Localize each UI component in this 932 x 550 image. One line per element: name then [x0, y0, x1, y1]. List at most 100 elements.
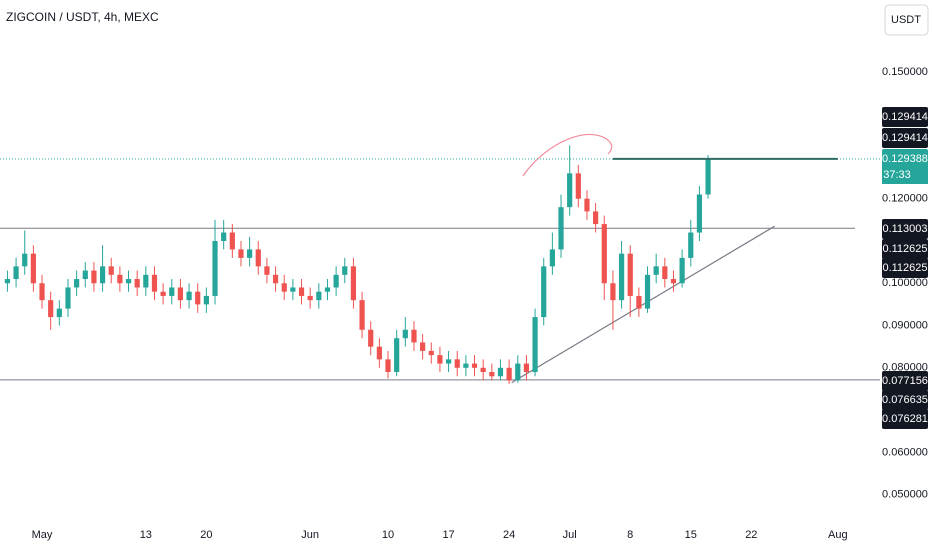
candle-body [394, 338, 400, 373]
x-tick-label: 17 [442, 529, 454, 541]
candle-body [618, 253, 625, 301]
candle-body [636, 295, 642, 309]
price-badge-label: 0.112625 [882, 262, 927, 274]
y-tick-label: 0.060000 [882, 446, 928, 458]
candle-body [428, 350, 434, 356]
candle-body [13, 266, 19, 280]
candle-body [627, 253, 633, 296]
candle-body [653, 266, 659, 275]
candle-body [549, 249, 555, 267]
candle-body [272, 274, 279, 284]
candle-body [437, 355, 443, 364]
x-tick-label: 22 [745, 529, 757, 541]
price-badge [882, 390, 928, 410]
price-badge-label: 0.077156 [882, 375, 928, 387]
candle-body [705, 159, 711, 195]
candle-body [65, 287, 71, 309]
candle-body [221, 232, 227, 241]
price-badge-label: 0.112625 [882, 243, 927, 255]
candle-body [203, 295, 209, 305]
candle-body [696, 194, 703, 233]
y-tick-label: 0.050000 [882, 489, 928, 501]
candle-body [177, 287, 184, 301]
candle-body [22, 253, 28, 267]
candle-body [82, 270, 88, 280]
x-tick-label: 13 [140, 529, 152, 541]
countdown-badge [882, 166, 928, 184]
candle-body [506, 367, 512, 381]
candle-body [411, 329, 417, 343]
candle-body [56, 308, 62, 318]
price-badge-label: 0.076281 [882, 413, 928, 425]
candle-body [558, 207, 564, 250]
candle-body [454, 359, 460, 368]
x-tick-label: Jul [563, 529, 577, 541]
candle-body [247, 249, 253, 258]
candle-body [195, 291, 201, 305]
price-badge-label: 0.129414 [882, 111, 928, 123]
candle-body [515, 363, 521, 381]
price-badge [882, 219, 928, 239]
candle-body [385, 359, 391, 373]
candle-body [489, 372, 495, 377]
candle-body [463, 363, 469, 368]
candle-body [143, 274, 149, 288]
candle-body [212, 240, 218, 296]
candle-body [523, 363, 530, 373]
candle-body [350, 266, 357, 301]
candle-body [4, 279, 11, 284]
candle-body [91, 270, 97, 284]
candle-body [238, 249, 244, 258]
candle-body [368, 329, 374, 347]
currency-button[interactable] [884, 4, 929, 36]
candle-body [359, 300, 365, 330]
y-tick-label: 0.150000 [882, 66, 928, 78]
x-tick-label: 10 [382, 529, 394, 541]
candle-body [662, 266, 668, 280]
candle-body [567, 173, 573, 208]
candle-body [532, 317, 538, 373]
candle-body [670, 279, 677, 284]
candle-body [601, 224, 607, 284]
candle-body [229, 232, 235, 250]
candle-body [160, 291, 166, 296]
candle-body [186, 291, 192, 301]
candle-body [376, 346, 382, 360]
candle-body [575, 173, 581, 199]
candle-body [420, 342, 426, 351]
candle-body [169, 287, 175, 296]
countdown-label: 37:33 [883, 169, 911, 181]
candle-body [644, 274, 651, 309]
x-tick-label: 15 [685, 529, 697, 541]
candle-body [342, 266, 348, 275]
price-badge [882, 239, 928, 259]
currency-button-label[interactable]: USDT [891, 14, 921, 26]
candle-body [117, 274, 123, 284]
price-badge-label: 0.113003 [882, 223, 927, 235]
price-badge [882, 409, 928, 429]
candle-body [30, 253, 36, 284]
candle-body [298, 287, 305, 296]
candle-body [688, 232, 694, 258]
x-tick-label: May [32, 529, 53, 541]
x-tick-label: 24 [503, 529, 515, 541]
candle-body [584, 198, 590, 212]
y-tick-label: 0.090000 [882, 319, 928, 331]
candle-body [471, 363, 478, 368]
x-tick-label: Jun [301, 529, 319, 541]
candle-body [255, 249, 261, 267]
candle-body [610, 283, 616, 301]
candle-body [307, 295, 313, 301]
price-badge [882, 371, 928, 391]
candle-body [497, 367, 504, 377]
y-tick-label: 0.100000 [882, 277, 928, 289]
y-tick-label: 0.080000 [882, 362, 928, 374]
candle-body [593, 211, 599, 225]
candle-body [125, 279, 132, 284]
y-tick-label: 0.120000 [882, 193, 928, 205]
candle-body [333, 274, 339, 288]
candle-body [74, 279, 80, 288]
